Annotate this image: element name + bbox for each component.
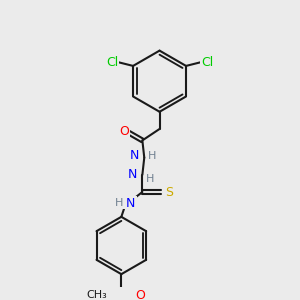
Text: S: S xyxy=(165,185,173,199)
Text: N: N xyxy=(126,197,136,210)
Text: Cl: Cl xyxy=(106,56,118,69)
Text: Cl: Cl xyxy=(201,56,213,69)
Text: N: N xyxy=(128,168,137,181)
Text: H: H xyxy=(115,199,124,208)
Text: CH₃: CH₃ xyxy=(86,290,107,300)
Text: O: O xyxy=(136,289,146,300)
Text: H: H xyxy=(146,174,154,184)
Text: O: O xyxy=(119,125,129,138)
Text: H: H xyxy=(148,151,156,161)
Text: N: N xyxy=(130,149,140,162)
